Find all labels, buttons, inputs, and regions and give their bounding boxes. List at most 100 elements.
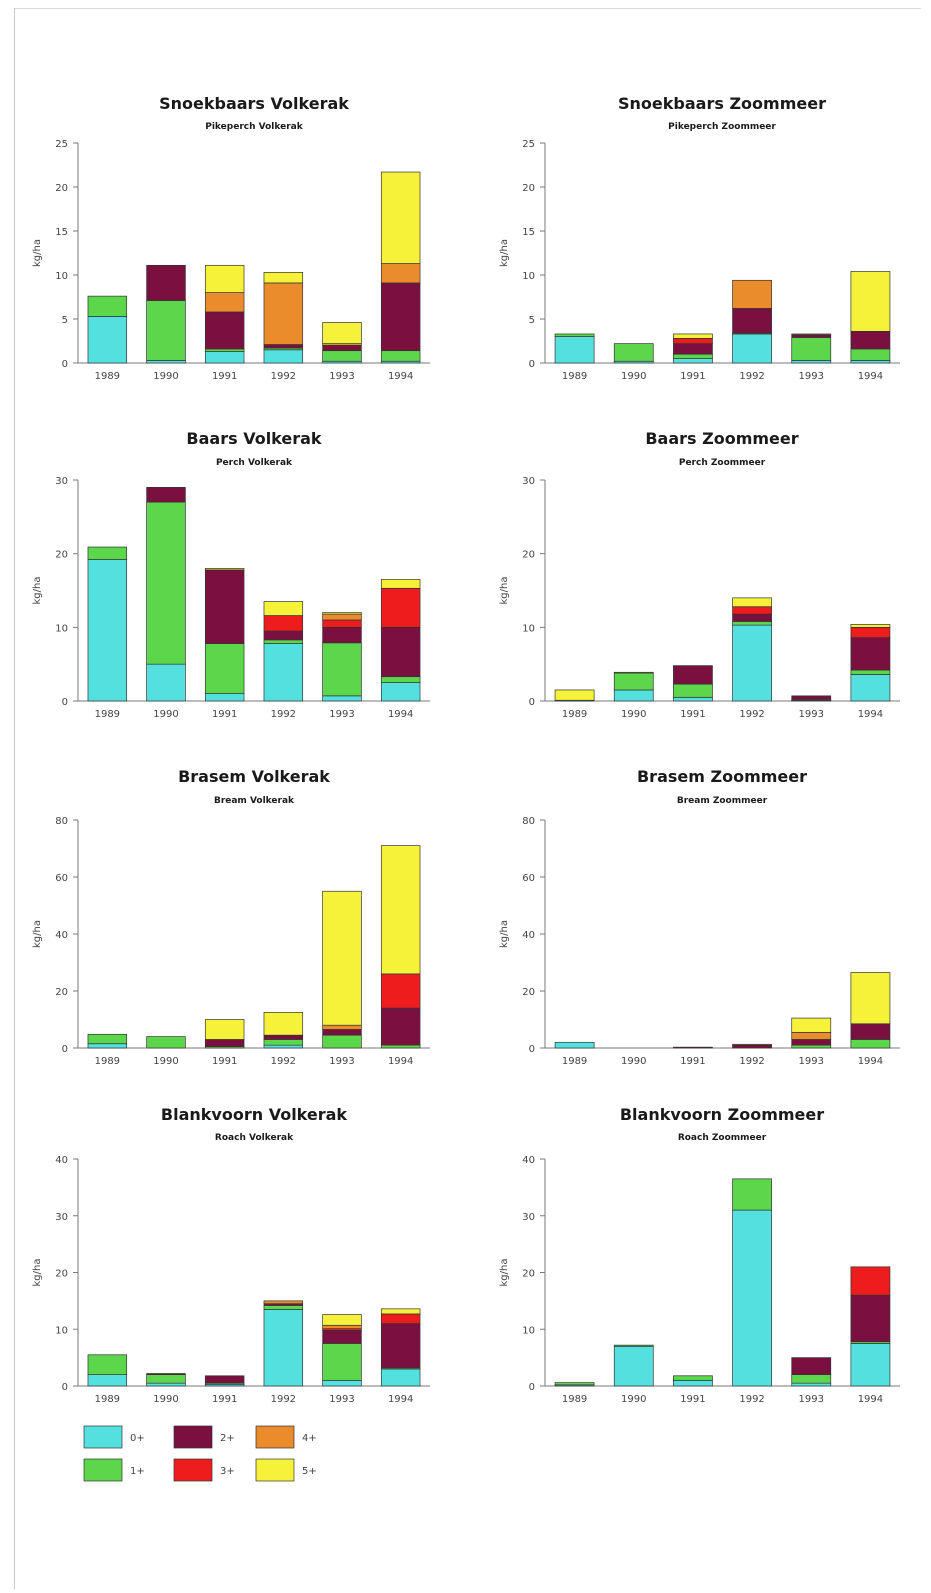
legend-label: 3+ <box>220 1466 235 1477</box>
bar-segment-2plus-1993 <box>791 695 832 700</box>
bar-segment-5plus-1994 <box>380 579 421 589</box>
bar-segment-1plus-1989 <box>87 546 128 560</box>
bar-segment-4plus-1992 <box>263 1300 304 1305</box>
bar-segment-1plus-1991 <box>204 348 245 352</box>
bar-segment-0plus-1989 <box>87 1374 128 1387</box>
bar-segment-3plus-1992 <box>263 615 304 632</box>
y-axis-label: kg/ha <box>499 920 510 948</box>
y-tick-label: 10 <box>522 1325 535 1336</box>
x-tick-label: 1993 <box>329 709 354 720</box>
x-tick-label: 1993 <box>799 709 824 720</box>
y-axis-label: kg/ha <box>499 239 510 267</box>
bar-segment-1plus-1989 <box>87 295 128 317</box>
bar-segment-0plus-1992 <box>263 643 304 702</box>
chart-title: Snoekbaars Zoommeer <box>618 94 826 113</box>
y-tick-label: 20 <box>522 550 535 561</box>
x-tick-label: 1992 <box>739 1056 764 1067</box>
x-tick-label: 1991 <box>680 371 705 382</box>
bar-segment-2plus-1990 <box>146 1373 186 1376</box>
bar-segment-2plus-1994 <box>380 626 421 678</box>
bar-segment-0plus-1991 <box>204 693 245 702</box>
bar-segment-1plus-1992 <box>732 1178 772 1211</box>
bar-segment-4plus-1993 <box>791 1031 832 1040</box>
chart-title: Blankvoorn Zoommeer <box>620 1105 824 1124</box>
x-tick-label: 1989 <box>95 371 120 382</box>
bar-segment-1plus-1994 <box>380 350 421 362</box>
y-tick-label: 80 <box>522 816 535 827</box>
x-tick-label: 1994 <box>388 371 413 382</box>
x-tick-label: 1989 <box>562 709 587 720</box>
bar-segment-0plus-1992 <box>263 349 304 364</box>
bar-segment-1plus-1994 <box>850 348 891 361</box>
y-axis-label: kg/ha <box>32 239 43 267</box>
bar-segment-0plus-1989 <box>554 336 595 364</box>
chart-panel-1: Snoekbaars Volkerak Pikeperch Volkerak 0 5 1… <box>32 94 430 382</box>
bar-segment-2plus-1994 <box>850 330 891 350</box>
bar-segment-1plus-1991 <box>204 643 245 694</box>
bar-segment-5plus-1993 <box>322 890 362 1026</box>
legend-swatch-3plus <box>173 1458 213 1482</box>
bar-segment-2plus-1994 <box>850 1023 891 1040</box>
bar-segment-1plus-1992 <box>732 621 772 626</box>
y-tick-label: 5 <box>62 315 68 326</box>
bar-segment-4plus-1992 <box>263 282 304 345</box>
bar-segment-0plus-1993 <box>322 1379 362 1387</box>
bar-segment-2plus-1990 <box>146 264 186 301</box>
bar-segment-1plus-1990 <box>613 1344 654 1347</box>
bar-segment-4plus-1993 <box>322 1324 362 1330</box>
bar-segment-5plus-1991 <box>204 568 245 571</box>
bar-segment-1plus-1990 <box>146 501 186 665</box>
bar-segment-4plus-1991 <box>204 292 245 313</box>
bar-segment-3plus-1994 <box>380 973 421 1009</box>
chart-panel-8: Blankvoorn Zoommeer Roach Zoommeer 0 10 20 30… <box>499 1105 900 1405</box>
y-tick-label: 25 <box>522 139 535 150</box>
y-tick-label: 10 <box>55 271 68 282</box>
bar-segment-1plus-1994 <box>850 1039 891 1049</box>
x-tick-label: 1992 <box>271 1056 296 1067</box>
bar-segment-0plus-1994 <box>380 682 421 702</box>
bar-segment-1plus-1994 <box>380 1044 421 1049</box>
bar-segment-0plus-1992 <box>263 1309 304 1387</box>
bar-segment-0plus-1991 <box>204 351 245 364</box>
bar-segment-0plus-1989 <box>87 1043 128 1049</box>
y-tick-label: 0 <box>529 359 535 370</box>
chart-title: Baars Zoommeer <box>645 429 798 448</box>
chart-title: Baars Volkerak <box>186 429 322 448</box>
bar-segment-5plus-1994 <box>850 972 891 1025</box>
bar-segment-1plus-1992 <box>263 1305 304 1310</box>
bar-segment-2plus-1993 <box>322 1330 362 1344</box>
x-tick-label: 1993 <box>329 1394 354 1405</box>
bar-segment-5plus-1994 <box>850 624 891 628</box>
bar-segment-1plus-1994 <box>850 669 891 675</box>
bar-segment-5plus-1989 <box>554 689 595 701</box>
y-tick-label: 30 <box>522 476 535 487</box>
bar-segment-1plus-1990 <box>613 672 654 691</box>
x-tick-label: 1989 <box>95 1394 120 1405</box>
x-tick-label: 1991 <box>212 709 237 720</box>
bar-segment-3plus-1994 <box>380 1313 421 1324</box>
bar-segment-4plus-1993 <box>322 613 362 621</box>
bar-segment-1plus-1991 <box>673 683 713 698</box>
x-tick-label: 1991 <box>212 371 237 382</box>
x-tick-label: 1992 <box>271 1394 296 1405</box>
bar-segment-0plus-1994 <box>850 360 891 364</box>
bar-segment-2plus-1994 <box>380 1007 421 1046</box>
bar-segment-2plus-1994 <box>380 282 421 352</box>
bar-segment-5plus-1992 <box>263 1012 304 1036</box>
bar-segment-0plus-1992 <box>263 1044 304 1049</box>
bar-segment-4plus-1993 <box>322 1024 362 1030</box>
bar-segment-2plus-1991 <box>204 569 245 644</box>
legend-swatch-4plus <box>255 1425 295 1449</box>
bar-segment-2plus-1993 <box>791 1039 832 1046</box>
bar-segment-3plus-1992 <box>732 606 772 615</box>
bar-segment-5plus-1993 <box>322 1314 362 1326</box>
bar-segment-0plus-1994 <box>850 1343 891 1387</box>
y-tick-label: 0 <box>529 1044 535 1055</box>
x-tick-label: 1989 <box>562 1056 587 1067</box>
bar-segment-0plus-1990 <box>146 360 186 364</box>
bar-segment-0plus-1993 <box>791 360 832 364</box>
y-tick-label: 40 <box>55 930 68 941</box>
bar-segment-1plus-1993 <box>322 642 362 697</box>
bar-segment-0plus-1992 <box>732 333 772 364</box>
bar-segment-1plus-1993 <box>322 1343 362 1381</box>
